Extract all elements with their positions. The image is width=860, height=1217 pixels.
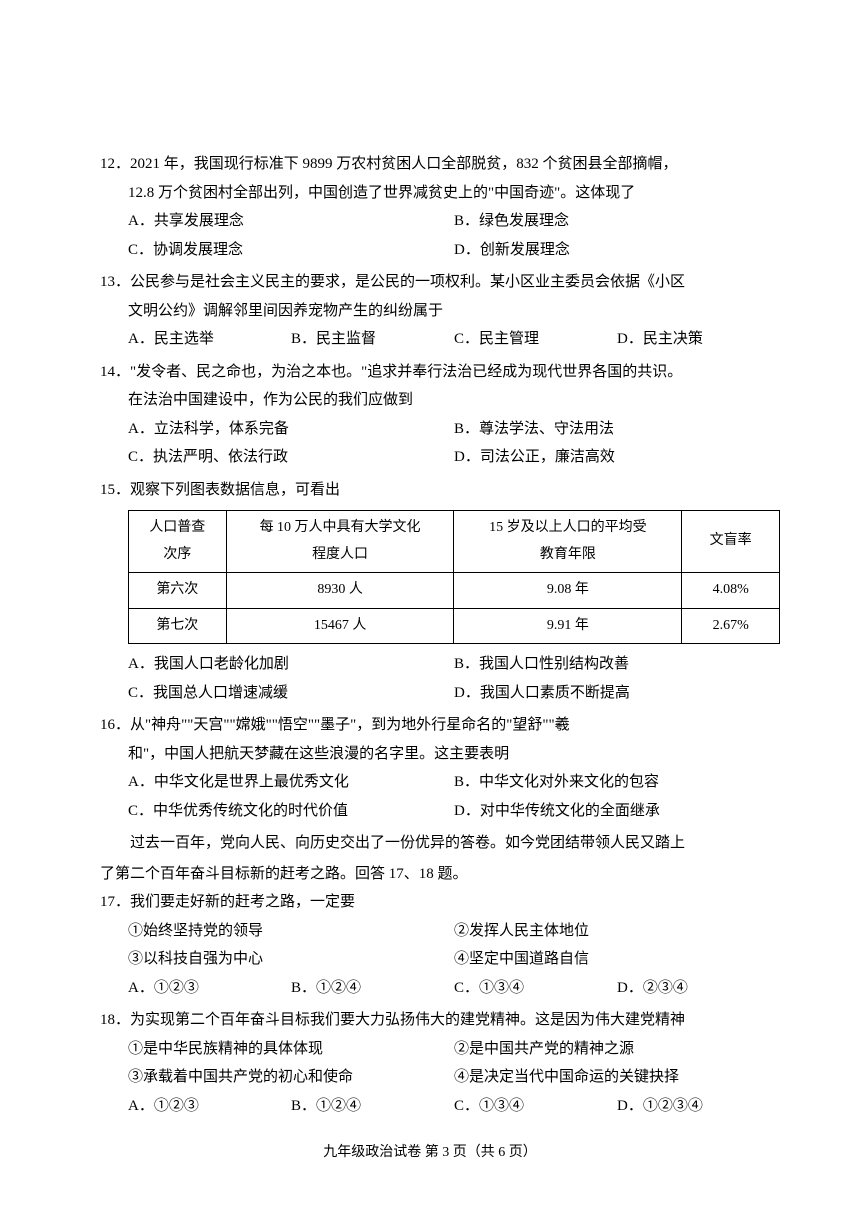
q18-opt-b: B．①②④ xyxy=(291,1092,454,1121)
q15-r1c3: 2.67% xyxy=(682,608,780,644)
q17-opt-a: A．①②③ xyxy=(128,974,291,1003)
q16-opt-b: B．中华文化对外来文化的包容 xyxy=(454,768,780,797)
q17-line1: 我们要走好新的赶考之路，一定要 xyxy=(130,888,780,917)
q15-r1c1: 15467 人 xyxy=(226,608,454,644)
q16-num: 16． xyxy=(100,711,130,740)
q17-s1: ①始终坚持党的领导 xyxy=(128,917,454,946)
q16-line1: 从"神舟""天宫""嫦娥""悟空""墨子"，到为地外行星命名的"望舒""羲 xyxy=(130,711,780,740)
q13-opt-b: B．民主监督 xyxy=(291,325,454,354)
q17-opt-b: B．①②④ xyxy=(291,974,454,1003)
q18-s1: ①是中华民族精神的具体体现 xyxy=(128,1035,454,1064)
q14-opt-a: A．立法科学，体系完备 xyxy=(128,415,454,444)
q14-opt-c: C．执法严明、依法行政 xyxy=(128,443,454,472)
q12-num: 12． xyxy=(100,150,130,179)
q18-opt-a: A．①②③ xyxy=(128,1092,291,1121)
q15-r0c2: 9.08 年 xyxy=(454,573,682,609)
question-14: 14． "发令者、民之命也，为治之本也。"追求并奉行法治已经成为现代世界各国的共… xyxy=(100,358,780,472)
q18-opt-c: C．①③④ xyxy=(454,1092,617,1121)
q13-line2: 文明公约》调解邻里间因养宠物产生的纠纷属于 xyxy=(100,297,780,326)
q13-opt-a: A．民主选举 xyxy=(128,325,291,354)
q17-num: 17． xyxy=(100,888,130,917)
q15-line1: 观察下列图表数据信息，可看出 xyxy=(130,476,780,505)
q14-opt-d: D．司法公正，廉洁高效 xyxy=(454,443,780,472)
q18-s4: ④是决定当代中国命运的关键抉择 xyxy=(454,1063,780,1092)
question-15: 15． 观察下列图表数据信息，可看出 人口普查次序 每 10 万人中具有大学文化… xyxy=(100,476,780,708)
q13-line1: 公民参与是社会主义民主的要求，是公民的一项权利。某小区业主委员会依据《小区 xyxy=(130,268,780,297)
q15-th-0: 人口普查次序 xyxy=(129,511,227,573)
intro-17-18: 过去一百年，党向人民、向历史交出了一份优异的答卷。如今党团结带领人民又踏上 了第… xyxy=(100,829,780,888)
q15-th-3: 文盲率 xyxy=(682,511,780,573)
q17-opt-c: C．①③④ xyxy=(454,974,617,1003)
q15-table: 人口普查次序 每 10 万人中具有大学文化程度人口 15 岁及以上人口的平均受教… xyxy=(128,510,780,644)
q15-opt-d: D．我国人口素质不断提高 xyxy=(454,679,780,708)
q14-line1: "发令者、民之命也，为治之本也。"追求并奉行法治已经成为现代世界各国的共识。 xyxy=(130,358,780,387)
q18-opt-d: D．①②③④ xyxy=(617,1092,780,1121)
q12-opt-d: D．创新发展理念 xyxy=(454,236,780,265)
q18-line1: 为实现第二个百年奋斗目标我们要大力弘扬伟大的建党精神。这是因为伟大建党精神 xyxy=(130,1006,780,1035)
q18-s3: ③承载着中国共产党的初心和使命 xyxy=(128,1063,454,1092)
question-17: 17． 我们要走好新的赶考之路，一定要 ①始终坚持党的领导 ②发挥人民主体地位 … xyxy=(100,888,780,1002)
question-12: 12． 2021 年，我国现行标准下 9899 万农村贫困人口全部脱贫，832 … xyxy=(100,150,780,264)
q17-opt-d: D．②③④ xyxy=(617,974,780,1003)
intro-line1: 过去一百年，党向人民、向历史交出了一份优异的答卷。如今党团结带领人民又踏上 xyxy=(100,829,780,858)
q15-opt-c: C．我国总人口增速减缓 xyxy=(128,679,454,708)
q14-opt-b: B．尊法学法、守法用法 xyxy=(454,415,780,444)
q12-line1: 2021 年，我国现行标准下 9899 万农村贫困人口全部脱贫，832 个贫困县… xyxy=(130,150,780,179)
q15-num: 15． xyxy=(100,476,130,505)
q15-r0c0: 第六次 xyxy=(129,573,227,609)
page-footer: 九年级政治试卷 第 3 页（共 6 页） xyxy=(0,1140,860,1167)
question-13: 13． 公民参与是社会主义民主的要求，是公民的一项权利。某小区业主委员会依据《小… xyxy=(100,268,780,354)
q18-num: 18． xyxy=(100,1006,130,1035)
q15-r0c3: 4.08% xyxy=(682,573,780,609)
q15-r1c2: 9.91 年 xyxy=(454,608,682,644)
q17-s2: ②发挥人民主体地位 xyxy=(454,917,780,946)
q12-opt-b: B．绿色发展理念 xyxy=(454,207,780,236)
q12-opt-a: A．共享发展理念 xyxy=(128,207,454,236)
q15-th-2: 15 岁及以上人口的平均受教育年限 xyxy=(454,511,682,573)
question-18: 18． 为实现第二个百年奋斗目标我们要大力弘扬伟大的建党精神。这是因为伟大建党精… xyxy=(100,1006,780,1120)
intro-line2: 了第二个百年奋斗目标新的赶考之路。回答 17、18 题。 xyxy=(100,860,780,889)
q15-opt-b: B．我国人口性别结构改善 xyxy=(454,650,780,679)
q12-line2: 12.8 万个贫困村全部出列，中国创造了世界减贫史上的"中国奇迹"。这体现了 xyxy=(100,179,780,208)
q15-r1c0: 第七次 xyxy=(129,608,227,644)
q16-opt-d: D．对中华传统文化的全面继承 xyxy=(454,797,780,826)
q14-num: 14． xyxy=(100,358,130,387)
q16-line2: 和"，中国人把航天梦藏在这些浪漫的名字里。这主要表明 xyxy=(100,740,780,769)
q15-th-1: 每 10 万人中具有大学文化程度人口 xyxy=(226,511,454,573)
q16-opt-c: C．中华优秀传统文化的时代价值 xyxy=(128,797,454,826)
q13-opt-c: C．民主管理 xyxy=(454,325,617,354)
q17-s4: ④坚定中国道路自信 xyxy=(454,945,780,974)
q13-opt-d: D．民主决策 xyxy=(617,325,780,354)
q18-s2: ②是中国共产党的精神之源 xyxy=(454,1035,780,1064)
q13-num: 13． xyxy=(100,268,130,297)
q17-s3: ③以科技自强为中心 xyxy=(128,945,454,974)
q15-r0c1: 8930 人 xyxy=(226,573,454,609)
q15-opt-a: A．我国人口老龄化加剧 xyxy=(128,650,454,679)
q16-opt-a: A．中华文化是世界上最优秀文化 xyxy=(128,768,454,797)
q12-opt-c: C．协调发展理念 xyxy=(128,236,454,265)
q14-line2: 在法治中国建设中，作为公民的我们应做到 xyxy=(100,386,780,415)
question-16: 16． 从"神舟""天宫""嫦娥""悟空""墨子"，到为地外行星命名的"望舒""… xyxy=(100,711,780,825)
